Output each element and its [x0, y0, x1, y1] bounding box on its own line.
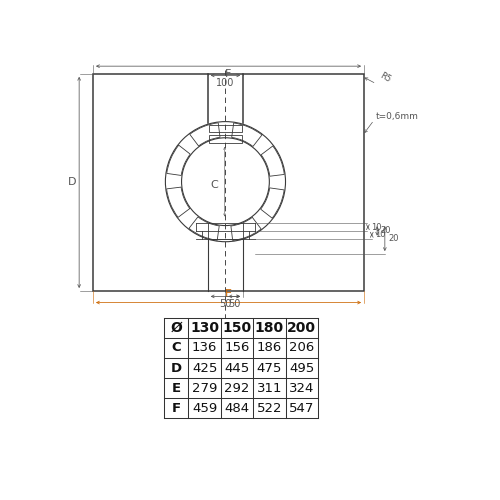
Text: 20: 20	[388, 234, 398, 243]
Text: 100: 100	[216, 78, 234, 88]
Text: C: C	[211, 180, 218, 190]
Text: 50: 50	[220, 300, 232, 310]
Wedge shape	[166, 145, 190, 176]
Text: 311: 311	[256, 382, 282, 394]
Wedge shape	[261, 146, 284, 176]
Text: 20: 20	[380, 226, 390, 235]
Text: E: E	[225, 290, 232, 300]
Wedge shape	[231, 218, 261, 240]
Text: 522: 522	[256, 402, 282, 414]
Text: 136: 136	[192, 342, 218, 354]
Text: 445: 445	[224, 362, 250, 374]
Text: E: E	[172, 382, 180, 394]
Text: C: C	[172, 342, 181, 354]
Text: F: F	[226, 69, 232, 79]
Text: 547: 547	[289, 402, 314, 414]
Wedge shape	[166, 187, 190, 218]
Text: R5: R5	[378, 71, 392, 85]
Text: Ø: Ø	[170, 321, 182, 335]
Text: 495: 495	[289, 362, 314, 374]
Text: t=0,6mm: t=0,6mm	[376, 112, 418, 120]
Text: D: D	[170, 362, 181, 374]
Wedge shape	[189, 217, 219, 240]
Text: 186: 186	[256, 342, 282, 354]
Text: 279: 279	[192, 382, 218, 394]
Text: 292: 292	[224, 382, 250, 394]
Text: 10: 10	[371, 222, 382, 232]
Text: 475: 475	[256, 362, 282, 374]
Text: 324: 324	[289, 382, 314, 394]
Text: F: F	[172, 402, 180, 414]
Text: 484: 484	[224, 402, 250, 414]
Wedge shape	[260, 188, 284, 218]
Text: 425: 425	[192, 362, 218, 374]
Wedge shape	[190, 123, 220, 146]
Wedge shape	[232, 123, 262, 146]
Text: 206: 206	[289, 342, 314, 354]
Text: D: D	[68, 178, 76, 188]
Text: 156: 156	[224, 342, 250, 354]
Text: 459: 459	[192, 402, 218, 414]
Text: 10: 10	[375, 230, 386, 239]
Text: 200: 200	[287, 321, 316, 335]
Text: 180: 180	[255, 321, 284, 335]
Text: 50: 50	[228, 300, 240, 310]
Text: 150: 150	[222, 321, 252, 335]
Text: 130: 130	[190, 321, 219, 335]
